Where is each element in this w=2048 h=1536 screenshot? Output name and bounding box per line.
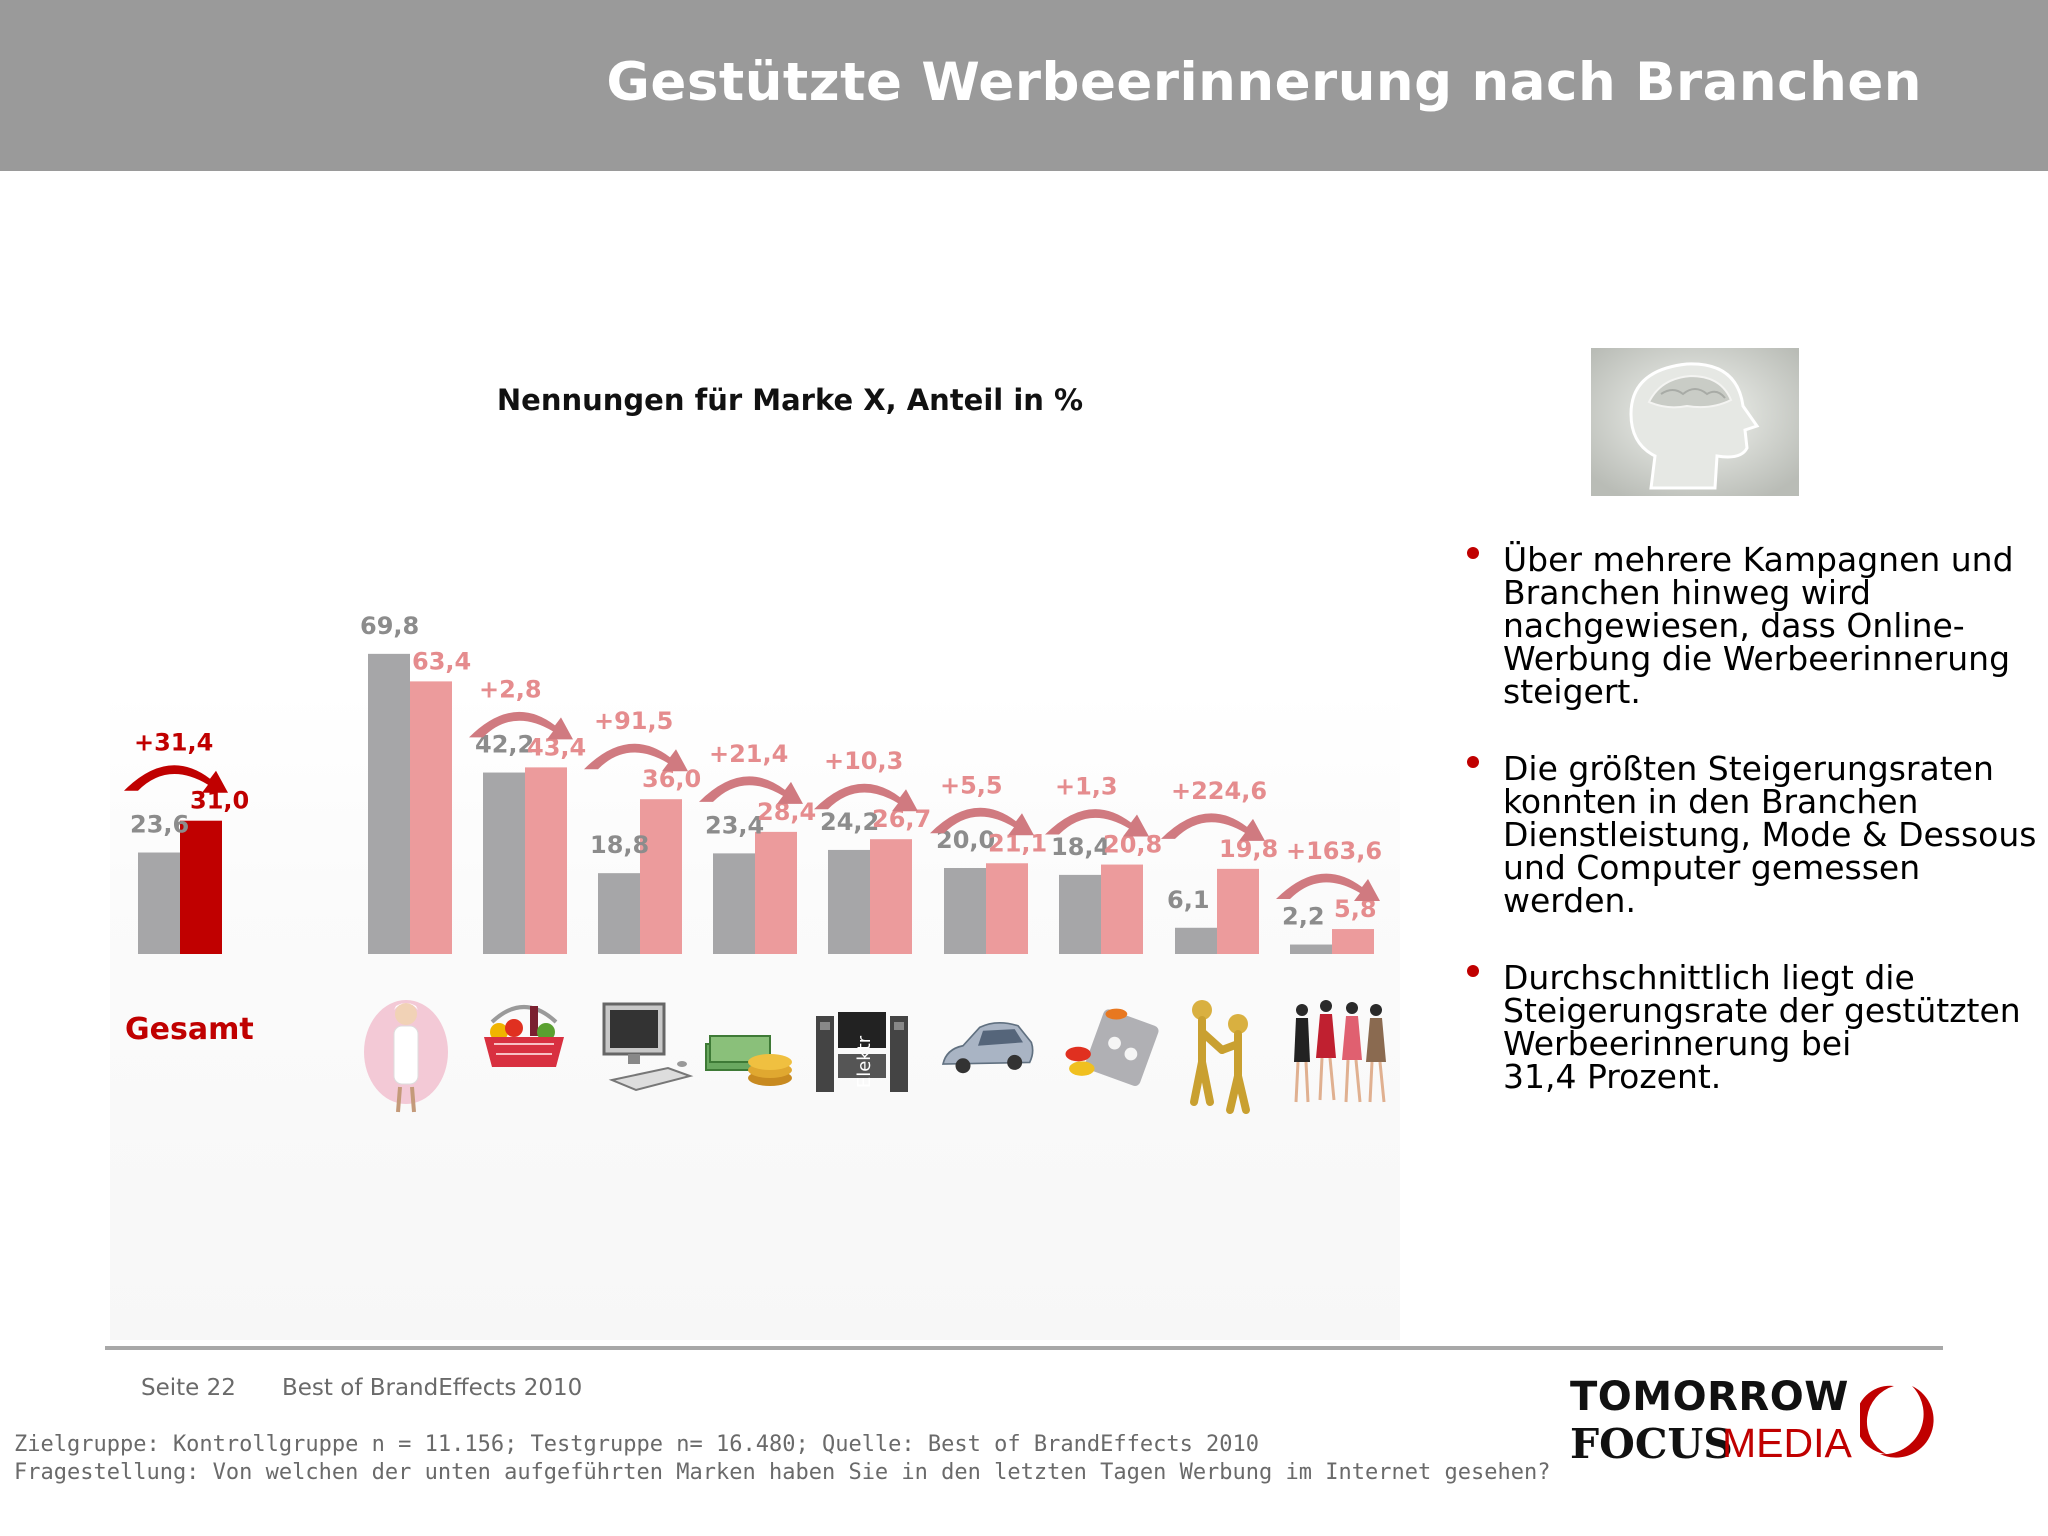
- electronics-icon-text: Elektr: [854, 1035, 875, 1088]
- footer-divider: [105, 1346, 1943, 1350]
- bar-chart: 23,631,0+31,469,863,442,243,4+2,818,836,…: [124, 612, 1382, 954]
- change-arrow: [469, 711, 573, 740]
- bar-testgruppe: [755, 831, 797, 954]
- change-arrow: [699, 776, 803, 804]
- bar-testgruppe: [640, 799, 682, 954]
- footnote-question: Fragestellung: Von welchen der unten auf…: [14, 1460, 1551, 1485]
- page-number: Seite 22: [141, 1375, 236, 1401]
- chart-title: Nennungen für Marke X, Anteil in %: [496, 383, 1084, 417]
- bar-value-label-kontrollgruppe: 18,4: [1051, 833, 1110, 861]
- change-label: +10,3: [824, 747, 903, 775]
- bar-value-label-kontrollgruppe: 2,2: [1282, 903, 1325, 931]
- grocery-basket-icon: [484, 1005, 564, 1067]
- bar-testgruppe: [986, 863, 1028, 954]
- bar-kontrollgruppe: [713, 853, 755, 954]
- bullet-dot: [1467, 547, 1479, 559]
- change-label: +224,6: [1171, 777, 1267, 805]
- change-arrow: [1276, 873, 1380, 902]
- bar-value-label-testgruppe: 63,4: [412, 647, 471, 675]
- change-label: +91,5: [594, 707, 673, 735]
- footer-source: Best of BrandEffects 2010: [282, 1375, 583, 1401]
- bullet-list: Über mehrere Kampagnen und Branchen hinw…: [1467, 543, 2047, 1137]
- bar-kontrollgruppe: [1175, 927, 1217, 954]
- bar-value-label-kontrollgruppe: 18,8: [590, 831, 649, 859]
- computer-icon: [602, 1002, 694, 1092]
- logo-ring-icon: [1860, 1385, 1934, 1458]
- handshake-icon: [1190, 1000, 1250, 1114]
- change-label: +2,8: [479, 675, 542, 703]
- pills-icon: [1065, 1008, 1159, 1086]
- bar-kontrollgruppe: [1059, 874, 1101, 954]
- bar-value-label-kontrollgruppe: 24,2: [820, 808, 879, 836]
- change-arrow: [1161, 813, 1265, 841]
- bar-value-label-kontrollgruppe: 23,6: [130, 811, 189, 839]
- change-label: +1,3: [1055, 773, 1118, 801]
- bar-kontrollgruppe: [368, 653, 410, 954]
- logo-line1: TOMORROW: [1570, 1374, 1849, 1420]
- bar-kontrollgruppe: [1290, 944, 1332, 954]
- bar-kontrollgruppe: [483, 772, 525, 954]
- company-logo: TOMORROW FOCUS MEDIA: [1568, 1374, 1948, 1484]
- logo-line2b: MEDIA: [1722, 1420, 1852, 1466]
- bullet-text: Die größten Steigerungsraten konnten in …: [1503, 749, 2037, 920]
- change-arrow: [584, 743, 688, 772]
- bar-kontrollgruppe: [944, 868, 986, 954]
- change-label: +31,4: [134, 729, 213, 757]
- fashion-models-icon: [1294, 1000, 1386, 1103]
- bar-testgruppe: [410, 681, 452, 954]
- logo-line2a: FOCUS: [1570, 1420, 1733, 1468]
- bar-testgruppe: [1217, 868, 1259, 954]
- change-label: +21,4: [709, 740, 788, 768]
- bullet-item: Über mehrere Kampagnen und Branchen hinw…: [1467, 543, 2047, 708]
- bullet-text: Über mehrere Kampagnen und Branchen hinw…: [1503, 540, 2014, 711]
- bar-value-label-kontrollgruppe: 23,4: [705, 811, 764, 839]
- header-bar: Gestützte Werbeerinnerung nach Branchen: [0, 0, 2048, 171]
- chart-background: [110, 690, 1400, 1340]
- change-arrow: [124, 765, 228, 793]
- bar-value-label-kontrollgruppe: 6,1: [1167, 886, 1210, 914]
- change-label: +5,5: [940, 771, 1003, 799]
- category-label-gesamt: Gesamt: [125, 1012, 254, 1047]
- woman-towel-icon: [364, 1000, 448, 1113]
- car-icon: [941, 1022, 1034, 1074]
- bar-kontrollgruppe: [828, 849, 870, 954]
- bullet-dot: [1467, 965, 1479, 977]
- bullet-dot: [1467, 756, 1479, 768]
- footnote-target-group: Zielgruppe: Kontrollgruppe n = 11.156; T…: [14, 1432, 1260, 1457]
- bar-value-label-kontrollgruppe: 69,8: [360, 612, 419, 640]
- bar-testgruppe: [525, 767, 567, 954]
- bullet-item: Durchschnittlich liegt die Steigerungsra…: [1467, 961, 2047, 1093]
- bar-testgruppe: [1332, 929, 1374, 954]
- bar-testgruppe: [870, 839, 912, 954]
- bar-kontrollgruppe: [138, 852, 180, 954]
- bullet-item: Die größten Steigerungsraten konnten in …: [1467, 752, 2047, 917]
- brain-head-image: [1591, 348, 1799, 496]
- page-title: Gestützte Werbeerinnerung nach Branchen: [606, 52, 1922, 113]
- bar-kontrollgruppe: [598, 873, 640, 954]
- bullet-text: Durchschnittlich liegt die Steigerungsra…: [1503, 958, 2021, 1096]
- change-arrow: [1045, 809, 1149, 837]
- change-label: +163,6: [1286, 837, 1382, 865]
- change-arrow: [930, 807, 1034, 836]
- bar-testgruppe: [180, 820, 222, 954]
- bar-testgruppe: [1101, 864, 1143, 954]
- change-arrow: [814, 783, 918, 812]
- money-icon: [705, 1035, 792, 1086]
- electronics-icon: Elektr: [816, 1012, 908, 1092]
